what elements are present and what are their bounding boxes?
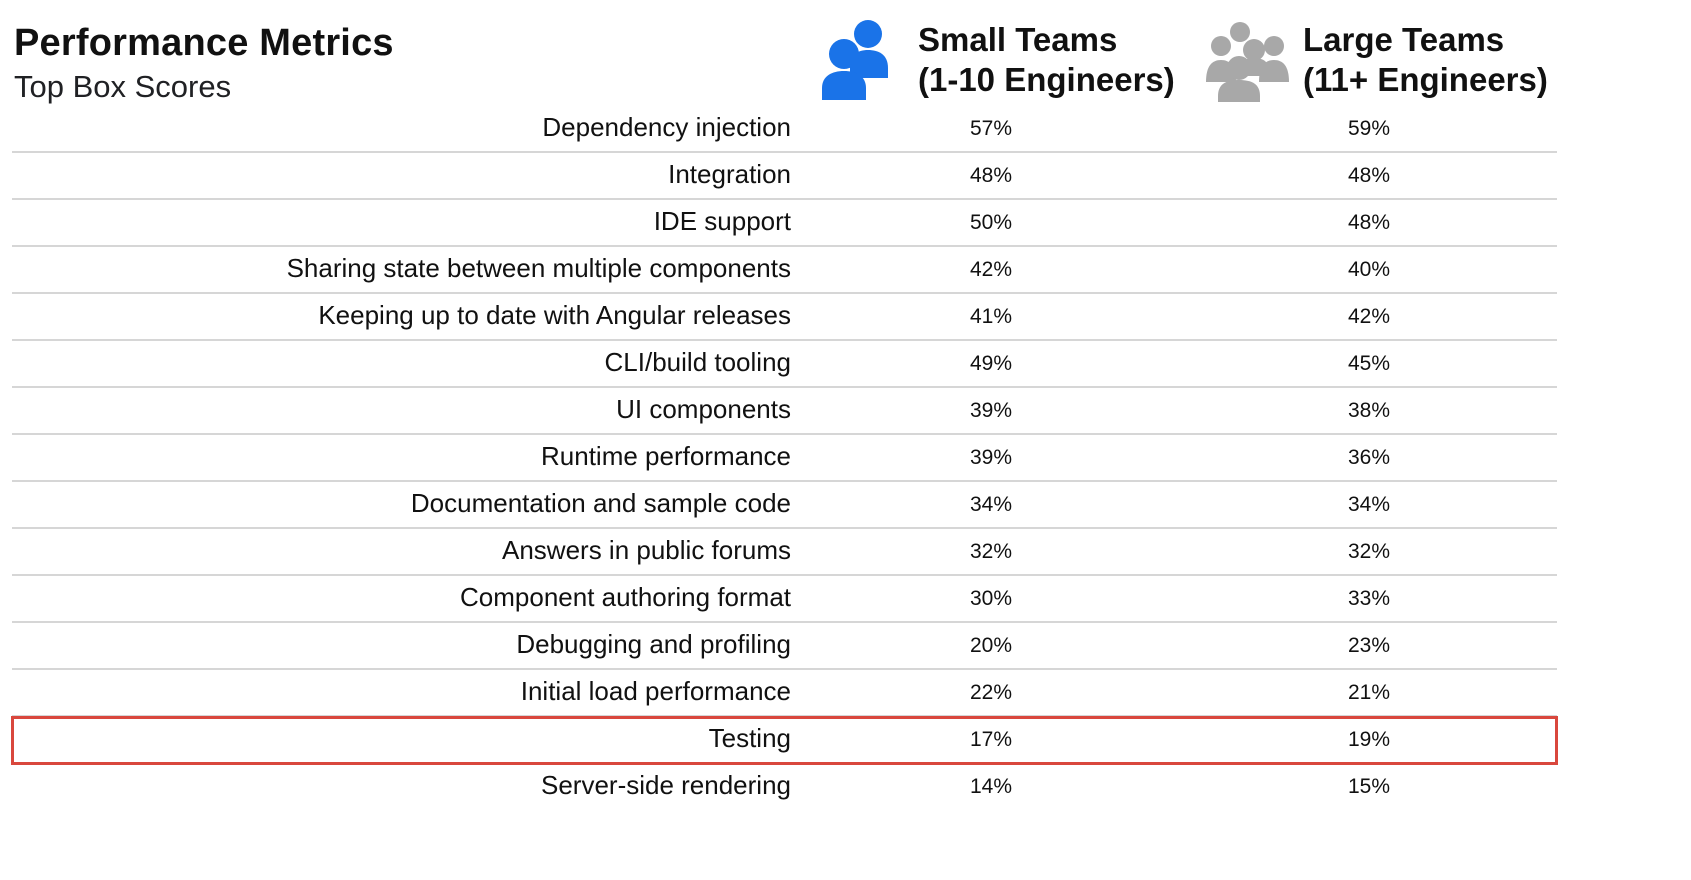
table-row: CLI/build tooling 49% 45% <box>12 341 1557 388</box>
small-teams-value: 22% <box>969 681 1013 704</box>
table-row: Server-side rendering 14% 15% <box>12 764 1557 811</box>
large-teams-value: 59% <box>1347 117 1391 140</box>
large-teams-value: 48% <box>1347 164 1391 187</box>
metric-label: Initial load performance <box>520 676 791 706</box>
large-teams-value: 15% <box>1347 775 1391 798</box>
small-teams-value: 34% <box>969 493 1013 516</box>
page-title: Performance Metrics <box>14 22 394 64</box>
metric-label: Sharing state between multiple component… <box>286 253 791 283</box>
metric-label: Component authoring format <box>460 582 791 612</box>
metric-label: Documentation and sample code <box>410 488 791 518</box>
metric-label: Answers in public forums <box>502 535 791 565</box>
metric-label: Server-side rendering <box>540 770 791 800</box>
table-row: Documentation and sample code 34% 34% <box>12 482 1557 529</box>
table-row: UI components 39% 38% <box>12 388 1557 435</box>
small-teams-value: 49% <box>969 352 1013 375</box>
metrics-table: Dependency injection 57% 59% Integration 48%… <box>11 106 1558 811</box>
small-teams-value: 32% <box>969 540 1013 563</box>
large-teams-value: 34% <box>1347 493 1391 516</box>
metric-label: Keeping up to date with Angular releases <box>318 300 791 330</box>
metric-label: Testing <box>708 723 791 753</box>
small-teams-value: 39% <box>969 399 1013 422</box>
metric-label: UI components <box>616 394 791 424</box>
large-teams-value: 42% <box>1347 305 1391 328</box>
large-teams-header: Large Teams (11+ Engineers) <box>1303 20 1548 100</box>
table-row: Answers in public forums 32% 32% <box>12 529 1557 576</box>
small-teams-value: 50% <box>969 211 1013 234</box>
table-row: Dependency injection 57% 59% <box>12 106 1557 153</box>
metric-label: Integration <box>668 159 791 189</box>
small-teams-value: 17% <box>969 728 1013 751</box>
metric-label: Runtime performance <box>541 441 791 471</box>
small-teams-value: 14% <box>969 775 1013 798</box>
small-teams-header-line2: (1-10 Engineers) <box>918 61 1175 98</box>
large-teams-value: 40% <box>1347 258 1391 281</box>
small-teams-value: 39% <box>969 446 1013 469</box>
large-teams-value: 36% <box>1347 446 1391 469</box>
large-teams-value: 33% <box>1347 587 1391 610</box>
large-teams-value: 19% <box>1347 728 1391 751</box>
small-teams-value: 48% <box>969 164 1013 187</box>
metric-label: CLI/build tooling <box>604 347 791 377</box>
metric-label: IDE support <box>653 206 791 236</box>
table-row: IDE support 50% 48% <box>12 200 1557 247</box>
small-team-icon <box>822 20 888 100</box>
page-subtitle: Top Box Scores <box>14 69 232 104</box>
large-teams-header-line2: (11+ Engineers) <box>1303 61 1548 98</box>
small-teams-value: 41% <box>969 305 1013 328</box>
large-teams-value: 38% <box>1347 399 1391 422</box>
small-teams-value: 57% <box>969 117 1013 140</box>
table-row: Integration 48% 48% <box>12 153 1557 200</box>
metric-label: Debugging and profiling <box>516 629 791 659</box>
small-teams-value: 42% <box>969 258 1013 281</box>
small-teams-header: Small Teams (1-10 Engineers) <box>918 20 1175 100</box>
small-teams-header-line1: Small Teams <box>918 21 1118 58</box>
table-row: Debugging and profiling 20% 23% <box>12 623 1557 670</box>
table-row: Keeping up to date with Angular releases… <box>12 294 1557 341</box>
table-row: Initial load performance 22% 21% <box>12 670 1557 717</box>
large-teams-value: 45% <box>1347 352 1391 375</box>
table-row: Runtime performance 39% 36% <box>12 435 1557 482</box>
small-teams-value: 30% <box>969 587 1013 610</box>
large-teams-header-line1: Large Teams <box>1303 21 1505 58</box>
table-row-highlighted: Testing 17% 19% <box>11 716 1558 765</box>
large-team-icon <box>1206 22 1289 102</box>
large-teams-value: 21% <box>1347 681 1391 704</box>
large-teams-value: 32% <box>1347 540 1391 563</box>
table-row: Sharing state between multiple component… <box>12 247 1557 294</box>
large-teams-value: 48% <box>1347 211 1391 234</box>
table-row: Component authoring format 30% 33% <box>12 576 1557 623</box>
metric-label: Dependency injection <box>542 112 791 142</box>
large-teams-value: 23% <box>1347 634 1391 657</box>
small-teams-value: 20% <box>969 634 1013 657</box>
